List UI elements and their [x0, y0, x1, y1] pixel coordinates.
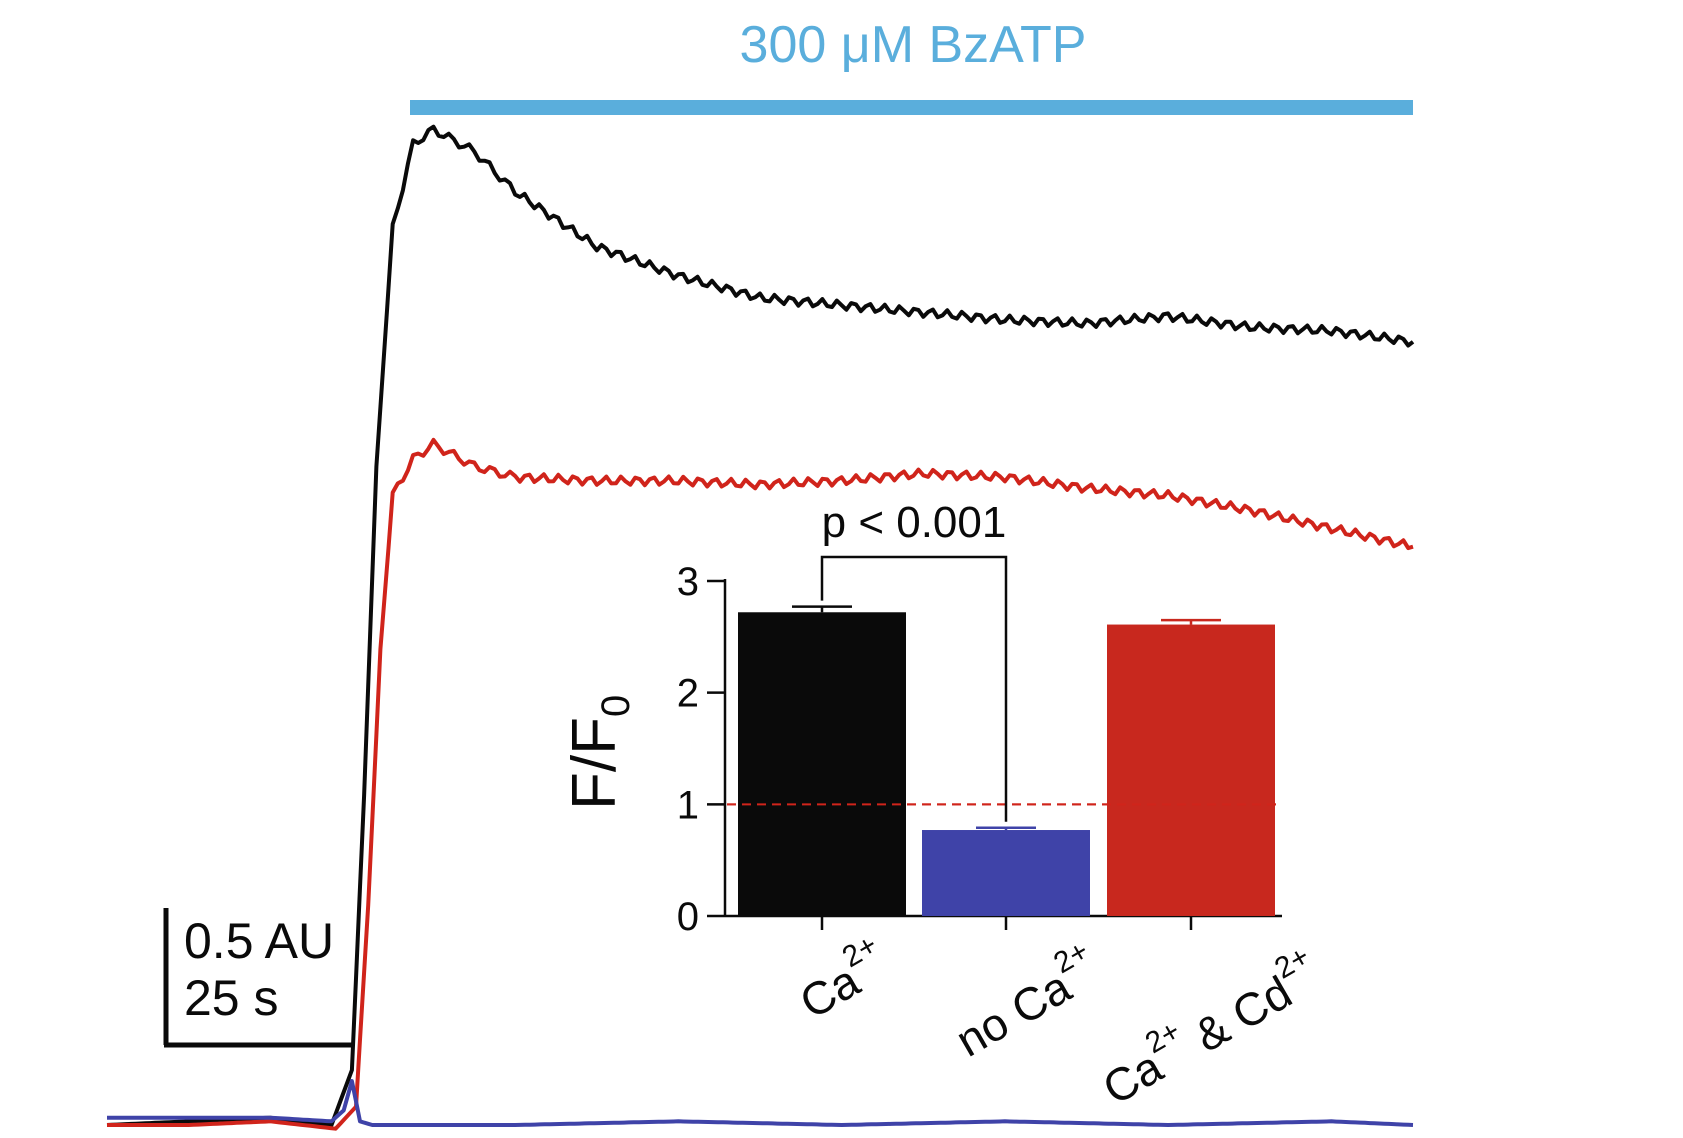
- bar-0: [738, 612, 906, 916]
- fluorescence-traces: [106, 124, 1415, 1131]
- bar-1: [922, 830, 1090, 916]
- significance-bracket-line: [820, 555, 1008, 822]
- treatment-bar: [410, 100, 1413, 115]
- inset-bars: [727, 605, 1282, 916]
- trace-line-0: [106, 124, 1415, 1127]
- inset-y-axis-title: F/F0: [560, 695, 638, 810]
- bar-2: [1107, 624, 1275, 916]
- category-label-ca-cd: Ca2+ & Cd2+: [1089, 940, 1330, 1115]
- inset-y-tick-label: 3: [677, 560, 699, 604]
- significance-bracket: p < 0.001: [820, 498, 1008, 822]
- category-label-no-ca: no Ca2+: [942, 934, 1109, 1066]
- significance-label: p < 0.001: [822, 498, 1007, 547]
- scale-bar: 0.5 AU 25 s: [163, 908, 352, 1048]
- inset-y-tick-label: 2: [677, 672, 699, 716]
- inset-y-tick-label: 1: [677, 783, 699, 827]
- inset-y-tick-label: 0: [677, 895, 699, 939]
- trace-line-1: [107, 437, 1414, 1131]
- scale-bar-y-label: 0.5 AU: [184, 913, 334, 969]
- inset-bar-chart: F/F0 0 1 2 3 p < 0.001 Ca2+ no Ca2+ Ca2+ & …: [560, 498, 1330, 1115]
- category-label-ca: Ca2+: [786, 928, 898, 1028]
- trace-line-2: [107, 1079, 1414, 1127]
- scale-bar-x-label: 25 s: [184, 970, 279, 1026]
- treatment-label: 300 μM BzATP: [740, 16, 1087, 74]
